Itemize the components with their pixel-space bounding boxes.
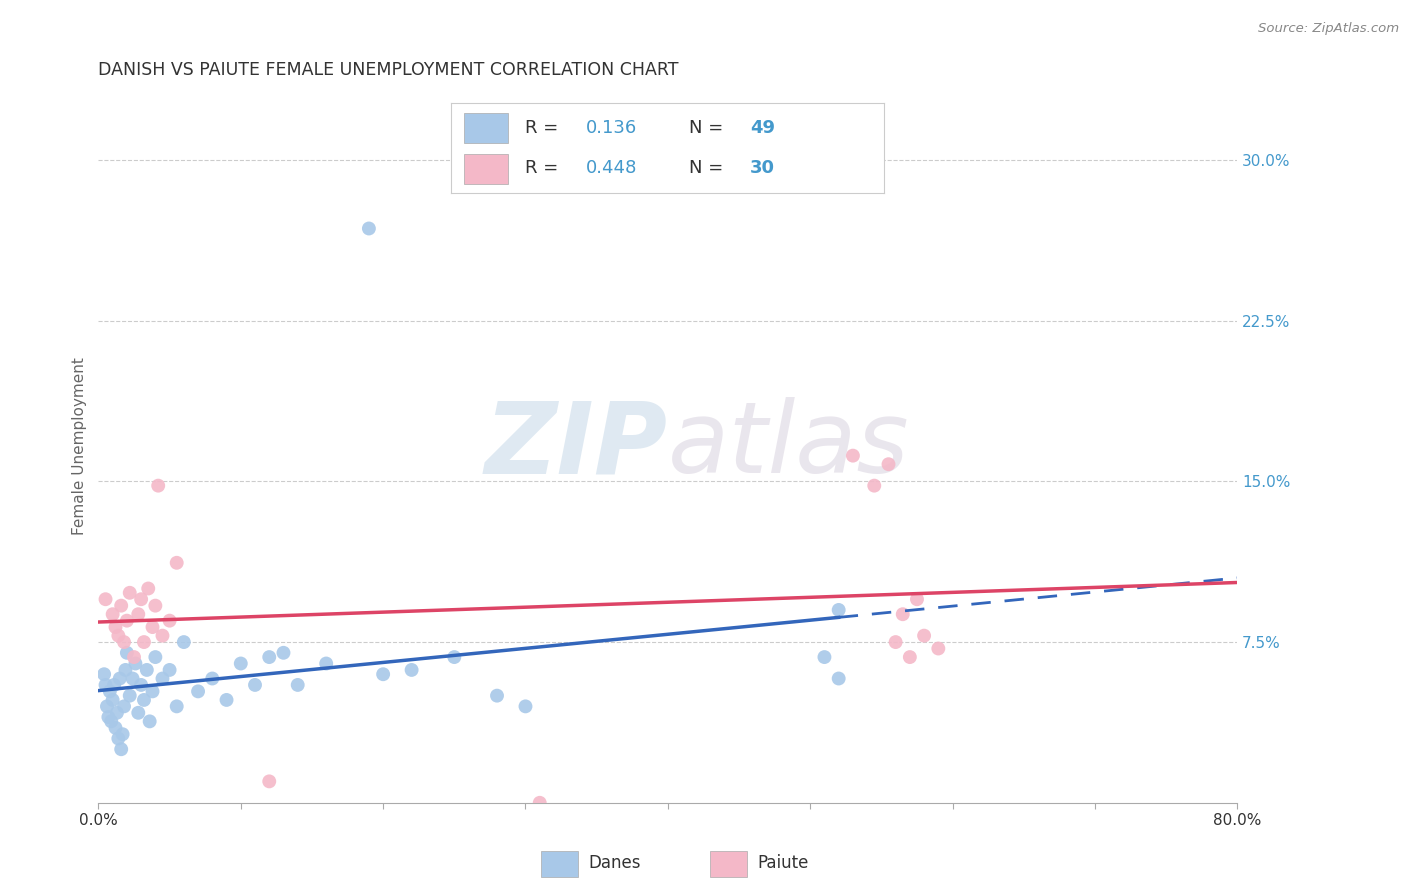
Point — [315, 657, 337, 671]
Point — [127, 607, 149, 622]
Point — [187, 684, 209, 698]
Bar — [464, 113, 508, 143]
Point — [515, 699, 537, 714]
Point — [129, 592, 152, 607]
Point — [828, 603, 851, 617]
Point — [173, 635, 195, 649]
Point — [135, 663, 157, 677]
Text: N =: N = — [689, 159, 730, 178]
Text: 49: 49 — [749, 119, 775, 137]
Point — [141, 620, 163, 634]
Point — [243, 678, 266, 692]
Point — [152, 629, 174, 643]
Text: ZIP: ZIP — [485, 398, 668, 494]
Point — [529, 796, 551, 810]
Point — [877, 457, 900, 471]
Point — [112, 635, 135, 649]
Point — [148, 478, 170, 492]
Point — [842, 449, 865, 463]
Point — [132, 693, 155, 707]
Point — [159, 614, 181, 628]
Point — [121, 672, 143, 686]
Point — [114, 663, 136, 677]
Point — [104, 620, 127, 634]
Point — [486, 689, 509, 703]
Point — [145, 599, 167, 613]
Point — [124, 657, 146, 671]
Text: atlas: atlas — [668, 398, 910, 494]
Point — [401, 663, 423, 677]
Point — [98, 684, 121, 698]
Point — [152, 672, 174, 686]
Point — [104, 721, 127, 735]
Point — [259, 774, 281, 789]
Point — [884, 635, 907, 649]
Point — [122, 650, 145, 665]
Point — [110, 599, 132, 613]
Point — [373, 667, 395, 681]
Text: R =: R = — [524, 119, 564, 137]
Point — [259, 650, 281, 665]
Text: R =: R = — [524, 159, 564, 178]
Point — [138, 714, 160, 729]
Bar — [710, 851, 747, 877]
Point — [129, 678, 152, 692]
Point — [100, 714, 122, 729]
Point — [215, 693, 238, 707]
Text: DANISH VS PAIUTE FEMALE UNEMPLOYMENT CORRELATION CHART: DANISH VS PAIUTE FEMALE UNEMPLOYMENT COR… — [98, 62, 679, 79]
Point — [828, 672, 851, 686]
Text: 0.448: 0.448 — [586, 159, 637, 178]
Point — [111, 727, 134, 741]
Point — [898, 650, 921, 665]
Point — [115, 614, 138, 628]
Point — [145, 650, 167, 665]
Point — [115, 646, 138, 660]
Point — [912, 629, 935, 643]
Point — [127, 706, 149, 720]
Point — [273, 646, 295, 660]
Point — [112, 699, 135, 714]
Point — [105, 706, 128, 720]
Point — [107, 731, 129, 746]
Point — [101, 607, 124, 622]
Point — [94, 678, 117, 692]
Text: 30: 30 — [749, 159, 775, 178]
Point — [229, 657, 252, 671]
Bar — [541, 851, 578, 877]
Point — [103, 678, 125, 692]
Point — [813, 650, 835, 665]
Point — [287, 678, 309, 692]
Point — [159, 663, 181, 677]
Point — [93, 667, 115, 681]
Text: Source: ZipAtlas.com: Source: ZipAtlas.com — [1258, 22, 1399, 36]
Point — [94, 592, 117, 607]
Y-axis label: Female Unemployment: Female Unemployment — [72, 357, 87, 535]
Point — [905, 592, 928, 607]
Point — [891, 607, 914, 622]
Point — [136, 582, 159, 596]
Point — [132, 635, 155, 649]
Point — [863, 478, 886, 492]
Point — [927, 641, 949, 656]
Text: 0.136: 0.136 — [586, 119, 637, 137]
Point — [201, 672, 224, 686]
Bar — [464, 154, 508, 184]
Point — [166, 699, 188, 714]
Point — [118, 586, 141, 600]
Point — [101, 693, 124, 707]
Point — [110, 742, 132, 756]
Point — [357, 221, 380, 235]
Text: Danes: Danes — [588, 854, 641, 872]
Point — [118, 689, 141, 703]
Text: N =: N = — [689, 119, 730, 137]
Point — [443, 650, 465, 665]
Point — [166, 556, 188, 570]
Point — [96, 699, 118, 714]
Point — [141, 684, 163, 698]
Text: Paiute: Paiute — [756, 854, 808, 872]
Point — [107, 629, 129, 643]
Point — [97, 710, 120, 724]
Point — [108, 672, 131, 686]
